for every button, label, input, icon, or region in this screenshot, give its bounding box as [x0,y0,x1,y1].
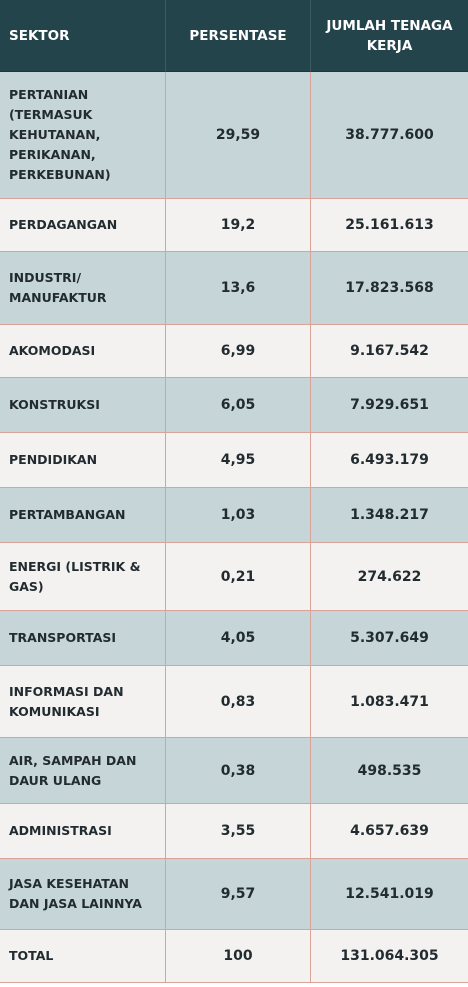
row-percentage: 6,05 [165,378,310,433]
row-workers: 498.535 [310,738,468,804]
row-percentage: 0,83 [165,666,310,738]
row-percentage: 0,38 [165,738,310,804]
row-workers: 4.657.639 [310,804,468,859]
row-workers: 5.307.649 [310,611,468,666]
total-workers: 131.064.305 [310,930,468,983]
row-sector: PERDAGANGAN [0,199,165,252]
row-workers: 25.161.613 [310,199,468,252]
row-percentage: 1,03 [165,488,310,543]
row-sector: JASA KESEHATAN DAN JASA LAINNYA [0,859,165,930]
row-workers: 17.823.568 [310,252,468,325]
row-workers: 6.493.179 [310,433,468,488]
row-sector: PENDIDIKAN [0,433,165,488]
row-sector: INFORMASI DAN KOMUNIKASI [0,666,165,738]
row-workers: 9.167.542 [310,325,468,378]
total-row-label: TOTAL [0,930,165,983]
row-percentage: 13,6 [165,252,310,325]
row-workers: 1.348.217 [310,488,468,543]
row-percentage: 0,21 [165,543,310,611]
row-percentage: 19,2 [165,199,310,252]
row-percentage: 3,55 [165,804,310,859]
header-workers: JUMLAH TENAGA KERJA [310,0,468,72]
row-percentage: 4,95 [165,433,310,488]
row-sector: ADMINISTRASI [0,804,165,859]
row-percentage: 29,59 [165,72,310,199]
total-percentage: 100 [165,930,310,983]
row-percentage: 4,05 [165,611,310,666]
row-sector: PERTANIAN (TERMASUK KEHUTANAN, PERIKANAN… [0,72,165,199]
row-sector: TRANSPORTASI [0,611,165,666]
row-sector: AKOMODASI [0,325,165,378]
row-sector: ENERGI (LISTRIK & GAS) [0,543,165,611]
row-sector: INDUSTRI/ MANUFAKTUR [0,252,165,325]
row-workers: 274.622 [310,543,468,611]
row-percentage: 9,57 [165,859,310,930]
row-sector: AIR, SAMPAH DAN DAUR ULANG [0,738,165,804]
row-percentage: 6,99 [165,325,310,378]
row-sector: KONSTRUKSI [0,378,165,433]
row-sector: PERTAMBANGAN [0,488,165,543]
row-workers: 12.541.019 [310,859,468,930]
header-percentage: PERSENTASE [165,0,310,72]
header-sector: SEKTOR [0,0,165,72]
row-workers: 7.929.651 [310,378,468,433]
row-workers: 1.083.471 [310,666,468,738]
row-workers: 38.777.600 [310,72,468,199]
